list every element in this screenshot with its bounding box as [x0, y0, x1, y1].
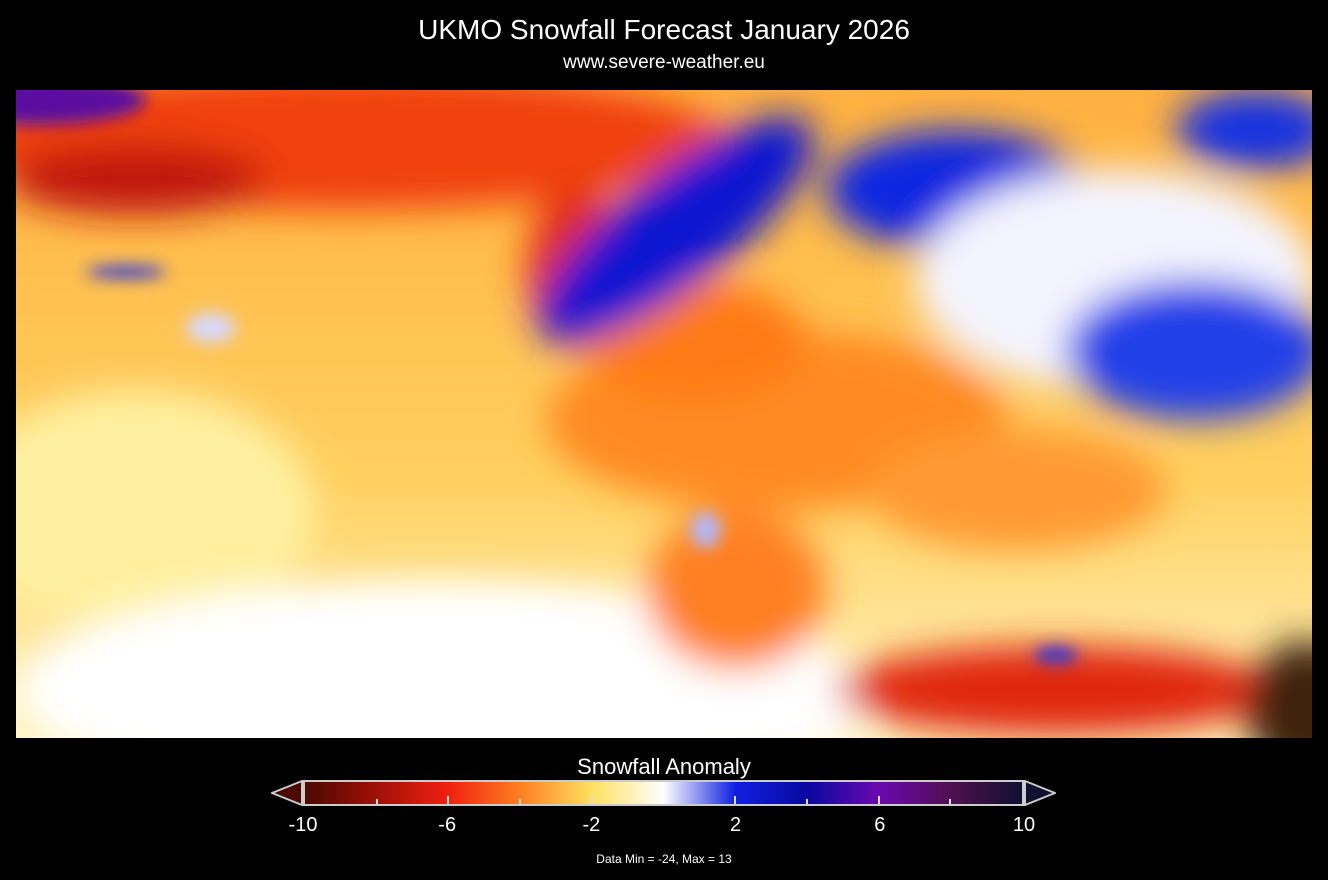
southeast-dark — [1246, 640, 1312, 738]
colorbar-tick-label: -6 — [438, 814, 457, 836]
source-url: www.severe-weather.eu — [563, 52, 765, 73]
snowfall-anomaly-map — [16, 90, 1312, 738]
northwest-purple — [16, 90, 146, 125]
atlantic-pale-spot — [186, 313, 236, 343]
turkey-red — [836, 645, 1276, 735]
colorbar-tick — [949, 799, 952, 804]
anomaly-field — [16, 90, 1312, 738]
colorbar-tick-label: -10 — [288, 814, 318, 836]
west-ocean-light — [16, 390, 316, 630]
mediterranean-white — [466, 650, 866, 738]
colorbar-tick — [447, 796, 450, 804]
colorbar-tick-label: 2 — [730, 814, 742, 836]
colorbar-tick — [734, 796, 737, 804]
scandinavia-blue — [537, 116, 815, 344]
balkans-orange — [646, 510, 826, 670]
colorbar-tick — [805, 799, 808, 804]
colorbar — [303, 780, 1024, 806]
caucasus-blue-spot — [1034, 647, 1078, 663]
colorbar-tick-label: -2 — [582, 814, 601, 836]
colorbar-tick-label: 6 — [874, 814, 886, 836]
far-northeast-blue — [1176, 90, 1312, 170]
data-range-note: Data Min = -24, Max = 13 — [596, 852, 732, 866]
colorbar-over-arrow — [1024, 780, 1056, 806]
colorbar-tick-label: 10 — [1012, 814, 1036, 836]
colorbar-tick — [590, 796, 593, 804]
iceland-dark-red — [16, 145, 266, 215]
alps-blue-spot — [691, 512, 721, 548]
colorbar-tick — [519, 799, 522, 804]
ukraine-orange — [866, 430, 1166, 550]
atlantic-blue-spot — [86, 266, 166, 278]
colorbar-title: Snowfall Anomaly — [577, 754, 751, 779]
colorbar-under-arrow — [271, 780, 303, 806]
east-russia-blue — [1066, 280, 1312, 420]
colorbar-tick — [877, 796, 880, 804]
colorbar-tick — [375, 799, 378, 804]
chart-title: UKMO Snowfall Forecast January 2026 — [418, 14, 910, 45]
